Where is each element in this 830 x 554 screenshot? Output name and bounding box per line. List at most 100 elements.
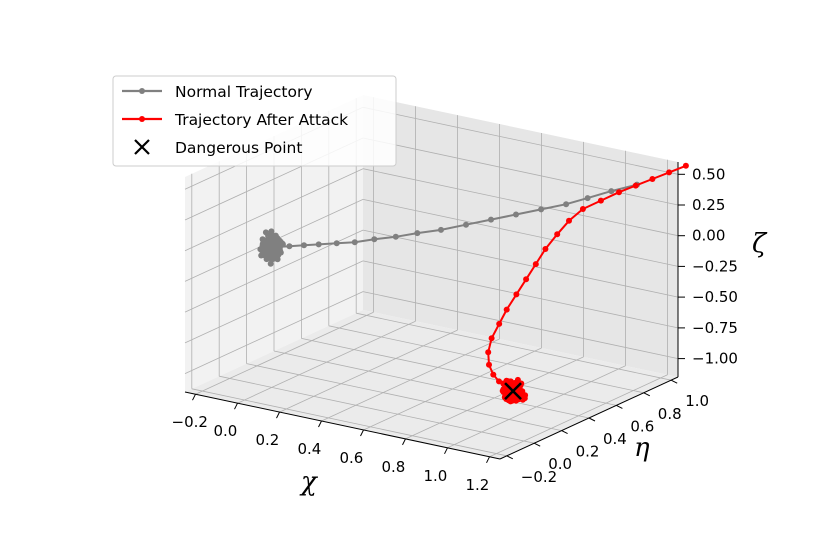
normal-trajectory-point <box>538 206 545 213</box>
y-tick-mark <box>670 379 678 384</box>
legend-item-normal: Normal Trajectory <box>122 83 313 101</box>
x-tick-label: 1.0 <box>424 467 448 485</box>
normal-trajectory-point <box>272 232 279 239</box>
attack-trajectory-point <box>488 335 495 342</box>
series-dangerous-point <box>504 382 522 400</box>
y-tick-label: −0.2 <box>521 468 557 486</box>
z-tick-label: −0.75 <box>692 319 738 337</box>
z-tick-label: 0.25 <box>692 196 725 214</box>
grid-line-y <box>356 312 672 381</box>
normal-trajectory-point <box>262 229 269 236</box>
attack-trajectory-point <box>513 291 520 298</box>
grid-line-z <box>362 229 679 298</box>
attack-trajectory-point <box>532 261 539 268</box>
attack-trajectory-point <box>554 231 561 238</box>
attack-trajectory-point <box>496 320 503 327</box>
y-tick-label: 0.2 <box>576 443 600 461</box>
attack-trajectory-point <box>490 371 497 378</box>
axis-lines <box>184 162 685 464</box>
attack-trajectory-point <box>523 276 530 283</box>
grid-line-y <box>246 363 562 431</box>
x-tick-mark <box>402 438 406 446</box>
x-tick-label: 0.2 <box>256 431 280 449</box>
x-tick-mark <box>192 393 196 401</box>
z-tick-label: −0.50 <box>692 288 738 306</box>
normal-trajectory-point <box>333 240 340 247</box>
attack-trajectory-point <box>503 377 510 384</box>
grid-line-z <box>362 260 679 329</box>
attack-trajectory-point <box>632 182 639 189</box>
normal-trajectory-point <box>268 228 275 235</box>
y-tick-mark <box>506 455 514 460</box>
attack-trajectory-point <box>485 349 492 356</box>
y-tick-label: 0.4 <box>603 430 627 448</box>
data-series <box>257 162 689 405</box>
attack-trajectory-point <box>496 378 502 385</box>
grid-line-y <box>219 375 535 444</box>
x-tick-mark <box>276 411 280 419</box>
attack-trajectory-point <box>666 169 673 176</box>
legend-box <box>112 75 397 167</box>
y-tick-mark <box>643 392 651 397</box>
x-tick-label: −0.2 <box>172 413 208 431</box>
legend-danger-label: Dangerous Point <box>175 139 302 157</box>
legend-normal-label: Normal Trajectory <box>175 83 313 101</box>
y-tick-mark <box>533 442 541 447</box>
normal-trajectory-point <box>414 230 421 237</box>
grid-line-z <box>362 168 679 237</box>
grid-lines <box>184 97 679 458</box>
axis-panes <box>185 95 678 459</box>
attack-trajectory-point <box>682 162 689 169</box>
y-tick-label: 0.8 <box>658 405 682 423</box>
normal-trajectory-point <box>273 238 280 245</box>
y-tick-mark <box>616 404 623 409</box>
x-tick-label: 0.4 <box>298 440 322 458</box>
attack-trajectory-point <box>566 217 572 224</box>
attack-trajectory-point <box>579 206 586 212</box>
attack-trajectory-point <box>486 361 492 368</box>
normal-trajectory-point <box>301 242 307 249</box>
legend-item-danger: Dangerous Point <box>134 139 302 157</box>
normal-trajectory-point <box>438 226 444 233</box>
grid-line-z <box>184 168 364 252</box>
normal-trajectory-point <box>265 249 272 256</box>
x-axis-label: χ <box>299 467 319 497</box>
y-tick-label: 0.6 <box>630 417 654 435</box>
z-tick-label: 0.50 <box>692 165 725 183</box>
x-tick-mark <box>318 420 322 428</box>
x-tick-label: 0.6 <box>340 449 364 467</box>
normal-trajectory-point <box>584 195 591 202</box>
normal-trajectory-point <box>271 255 278 262</box>
x-tick-label: 0.8 <box>382 458 406 476</box>
normal-trajectory-point <box>269 243 276 250</box>
normal-trajectory-point <box>267 260 274 267</box>
z-tick-label: −1.00 <box>692 350 738 368</box>
grid-line-z <box>184 260 364 344</box>
normal-trajectory-point <box>258 247 265 254</box>
grid-line-y <box>328 325 644 394</box>
normal-trajectory-point <box>371 236 378 243</box>
grid-line-z <box>362 106 679 175</box>
grid-line-y <box>301 338 617 406</box>
y-tick-label: 1.0 <box>685 392 709 410</box>
attack-trajectory-point <box>522 392 529 399</box>
attack-trajectory-point <box>511 380 518 387</box>
y-axis-label: η <box>634 433 650 463</box>
legend-item-attack: Trajectory After Attack <box>122 111 348 129</box>
back-pane <box>363 95 678 377</box>
normal-trajectory-point <box>513 211 519 218</box>
x-tick-mark <box>234 402 238 410</box>
attack-trajectory-point <box>503 306 510 313</box>
grid-line-y <box>191 388 507 457</box>
normal-trajectory-point <box>463 221 469 228</box>
legend: Normal Trajectory Trajectory After Attac… <box>112 75 397 167</box>
attack-trajectory-point <box>542 246 549 252</box>
legend-normal-dot <box>139 88 145 94</box>
normal-trajectory-point <box>315 241 322 248</box>
attack-trajectory-point <box>597 197 604 204</box>
normal-trajectory-point <box>351 239 358 246</box>
y-tick-label: 0.0 <box>548 455 572 473</box>
legend-danger-marker <box>134 139 150 155</box>
attack-trajectory-point <box>649 176 656 182</box>
